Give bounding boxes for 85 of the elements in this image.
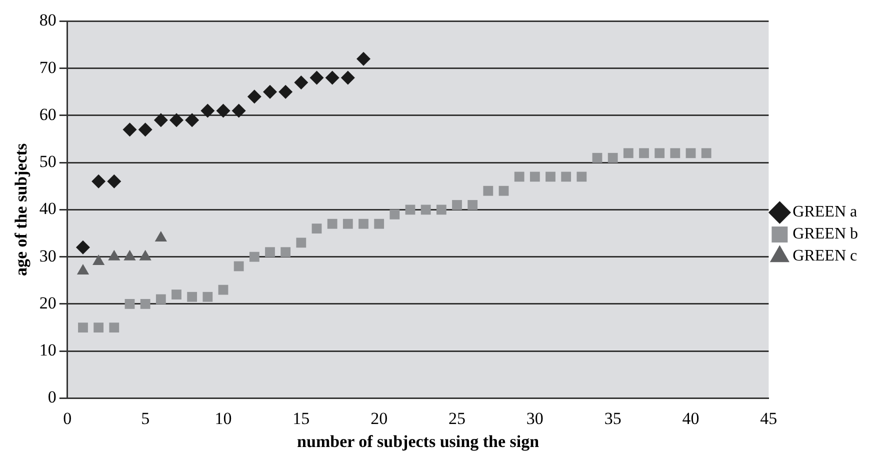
x-tick-label: 30 <box>526 408 544 428</box>
y-axis-title: age of the subjects <box>12 142 31 276</box>
point <box>78 322 88 332</box>
legend-label: GREEN b <box>792 226 858 243</box>
point <box>420 204 431 215</box>
point <box>187 292 198 302</box>
point <box>514 172 524 182</box>
point <box>654 148 665 158</box>
point <box>216 104 230 118</box>
point <box>405 204 416 215</box>
y-tick-label: 0 <box>48 388 56 407</box>
point <box>374 218 384 229</box>
x-tick-label: 0 <box>63 408 72 428</box>
point <box>154 113 168 128</box>
point <box>325 70 340 85</box>
point <box>340 70 355 85</box>
point <box>608 152 618 163</box>
point <box>265 247 275 258</box>
point <box>140 299 150 309</box>
y-tick-label: 50 <box>39 152 56 172</box>
legend-label: GREEN a <box>792 204 858 221</box>
y-tick-label: 70 <box>39 58 56 77</box>
x-tick-label: 40 <box>682 408 700 428</box>
x-tick-label: 15 <box>292 408 310 428</box>
point <box>200 104 215 118</box>
point <box>76 240 90 254</box>
x-tick-label: 25 <box>448 408 466 428</box>
point <box>218 284 228 295</box>
point <box>185 113 200 128</box>
point <box>436 204 446 215</box>
x-tick-label: 45 <box>760 408 778 428</box>
point <box>561 172 572 182</box>
y-tick-label: 30 <box>39 246 56 266</box>
point <box>262 84 277 99</box>
point <box>124 299 135 309</box>
point <box>452 200 462 210</box>
point <box>202 292 213 302</box>
point <box>92 254 105 266</box>
point <box>498 186 509 196</box>
point <box>247 90 262 104</box>
y-tick-label: 40 <box>39 199 56 218</box>
point <box>169 113 184 128</box>
point <box>249 252 260 262</box>
point <box>92 174 106 188</box>
x-axis-title: number of subjects using the sign <box>297 432 540 452</box>
point <box>342 218 353 229</box>
point <box>172 290 182 300</box>
y-tick-label: 20 <box>39 293 56 312</box>
legend-label: GREEN c <box>792 248 858 265</box>
point <box>296 238 306 248</box>
x-tick-label: 35 <box>604 408 622 428</box>
point <box>468 200 478 210</box>
y-tick-label: 10 <box>39 340 56 360</box>
point <box>280 247 291 258</box>
point <box>356 52 370 66</box>
y-tick-label: 60 <box>39 104 56 124</box>
point <box>358 218 368 229</box>
point <box>327 218 338 229</box>
point <box>576 172 587 182</box>
point <box>390 209 400 220</box>
point <box>483 186 494 196</box>
point <box>310 70 324 85</box>
x-tick-label: 20 <box>370 408 388 428</box>
point <box>109 322 120 332</box>
point <box>107 174 122 188</box>
point <box>232 104 246 118</box>
point <box>639 148 649 158</box>
point <box>546 172 556 182</box>
point <box>294 75 308 90</box>
point <box>122 122 137 137</box>
point <box>530 172 540 182</box>
x-tick-label: 10 <box>214 408 232 428</box>
point <box>138 122 152 137</box>
point <box>156 294 166 304</box>
point <box>701 148 712 158</box>
y-tick-label: 80 <box>39 10 56 30</box>
point <box>670 148 680 158</box>
point <box>278 84 293 99</box>
point <box>592 152 602 163</box>
point <box>234 261 244 272</box>
x-tick-label: 5 <box>141 408 150 428</box>
point <box>686 148 696 158</box>
point <box>623 148 634 158</box>
point <box>94 322 104 332</box>
point <box>312 224 322 234</box>
